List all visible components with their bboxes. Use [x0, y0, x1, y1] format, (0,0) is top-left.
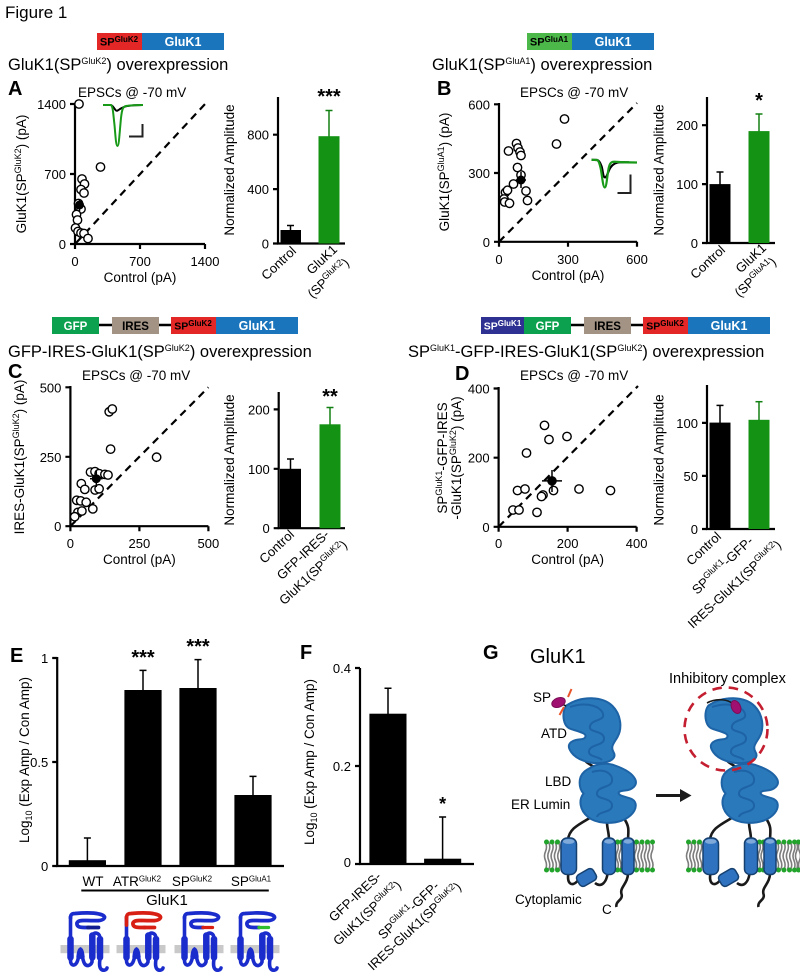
svg-text:GluK1: GluK1	[711, 319, 748, 333]
svg-text:IRES: IRES	[122, 321, 149, 333]
svg-text:1: 1	[41, 651, 48, 666]
svg-text:C: C	[602, 902, 612, 917]
svg-text:400: 400	[468, 382, 490, 397]
svg-text:GluK1: GluK1	[146, 892, 188, 909]
svg-text:***: ***	[317, 86, 341, 108]
svg-text:Control (pA): Control (pA)	[531, 552, 604, 567]
svg-text:GluK1: GluK1	[165, 35, 202, 49]
svg-text:0: 0	[262, 521, 269, 536]
svg-text:0.5: 0.5	[30, 755, 48, 770]
svg-text:0.2: 0.2	[333, 759, 351, 774]
svg-text:50: 50	[684, 469, 698, 484]
svg-text:0: 0	[54, 519, 61, 534]
svg-text:0: 0	[59, 237, 66, 252]
svg-text:LBD: LBD	[545, 774, 572, 789]
svg-text:F: F	[300, 642, 312, 664]
svg-text:Control (pA): Control (pA)	[532, 268, 605, 283]
svg-text:250: 250	[129, 536, 151, 551]
svg-text:Cytoplamic: Cytoplamic	[515, 892, 582, 907]
svg-text:0: 0	[482, 520, 489, 535]
svg-text:500: 500	[40, 380, 62, 395]
svg-text:100: 100	[676, 416, 698, 431]
svg-text:EPSCs @ -70 mV: EPSCs @ -70 mV	[78, 85, 186, 100]
svg-text:1400: 1400	[37, 97, 66, 112]
svg-text:Normalized Amplitude: Normalized Amplitude	[652, 104, 667, 235]
svg-text:700: 700	[129, 254, 151, 269]
svg-text:*: *	[755, 90, 763, 112]
svg-text:EPSCs @ -70 mV: EPSCs @ -70 mV	[82, 368, 190, 383]
svg-text:Normalized Amplitude: Normalized Amplitude	[222, 394, 237, 525]
svg-text:300: 300	[557, 252, 579, 267]
svg-text:GFP: GFP	[64, 321, 88, 333]
svg-text:D: D	[455, 363, 469, 385]
svg-text:500: 500	[198, 536, 220, 551]
svg-text:0: 0	[495, 536, 502, 551]
svg-text:400: 400	[247, 182, 269, 197]
svg-text:EPSCs @ -70 mV: EPSCs @ -70 mV	[520, 85, 628, 100]
svg-text:600: 600	[468, 97, 490, 112]
svg-text:WT: WT	[83, 874, 104, 889]
svg-text:G: G	[483, 642, 499, 664]
svg-text:B: B	[437, 78, 451, 100]
svg-text:Log10 (Exp Amp / Con Amp): Log10 (Exp Amp / Con Amp)	[17, 677, 34, 843]
svg-text:Control (pA): Control (pA)	[104, 270, 177, 285]
svg-text:Normalized Amplitude: Normalized Amplitude	[652, 394, 667, 525]
svg-text:**: **	[322, 386, 338, 408]
svg-text:1400: 1400	[191, 254, 220, 269]
svg-text:100: 100	[248, 462, 270, 477]
svg-text:Normalized Amplitude: Normalized Amplitude	[222, 104, 237, 235]
svg-text:GluK1: GluK1	[239, 319, 276, 333]
svg-text:700: 700	[44, 167, 66, 182]
svg-text:***: ***	[131, 647, 155, 669]
svg-text:0: 0	[262, 237, 269, 252]
svg-text:0: 0	[41, 859, 48, 874]
svg-text:SPGluK1-GFP-IRES: SPGluK1-GFP-IRES	[434, 402, 450, 513]
svg-text:0: 0	[344, 855, 351, 870]
svg-text:GluK1: GluK1	[530, 646, 586, 668]
svg-text:GluK1(SPGluK2) (pA): GluK1(SPGluK2) (pA)	[13, 115, 29, 234]
svg-text:C: C	[8, 361, 22, 383]
svg-text:GluK1(SPGluA1) overexpression: GluK1(SPGluA1) overexpression	[432, 56, 652, 74]
svg-text:SPGluK1-GFP-IRES-GluK1(SPGluK2: SPGluK1-GFP-IRES-GluK1(SPGluK2) overexpr…	[408, 343, 764, 361]
svg-text:GluK1(SPGluK2) overexpression: GluK1(SPGluK2) overexpression	[8, 56, 228, 74]
svg-text:600: 600	[626, 252, 648, 267]
svg-text:100: 100	[676, 177, 698, 192]
svg-text:IRES-GluK1(SPGluK2) (pA): IRES-GluK1(SPGluK2) (pA)	[11, 380, 27, 535]
svg-text:300: 300	[468, 166, 490, 181]
svg-text:Log10 (Exp Amp / Con Amp): Log10 (Exp Amp / Con Amp)	[302, 679, 319, 845]
svg-text:A: A	[8, 78, 22, 100]
svg-text:0: 0	[67, 536, 74, 551]
svg-text:GluK1: GluK1	[595, 35, 632, 49]
svg-text:200: 200	[557, 536, 579, 551]
svg-text:-GluK1(SPGluK2) (pA): -GluK1(SPGluK2) (pA)	[448, 396, 464, 519]
svg-text:200: 200	[676, 118, 698, 133]
svg-text:200: 200	[468, 451, 490, 466]
svg-text:*: *	[439, 794, 446, 814]
svg-text:800: 800	[247, 128, 269, 143]
svg-text:GFP-IRES-GluK1(SPGluK2) overex: GFP-IRES-GluK1(SPGluK2) overexpression	[8, 343, 312, 361]
svg-text:SP: SP	[533, 690, 551, 705]
svg-text:E: E	[10, 645, 23, 667]
svg-text:0: 0	[691, 236, 698, 251]
svg-text:0: 0	[495, 252, 502, 267]
svg-text:Control (pA): Control (pA)	[103, 552, 176, 567]
svg-text:400: 400	[626, 536, 648, 551]
svg-text:ATD: ATD	[541, 726, 567, 741]
svg-text:0: 0	[691, 522, 698, 537]
svg-text:0: 0	[71, 254, 78, 269]
svg-text:0.4: 0.4	[333, 661, 351, 676]
svg-text:IRES: IRES	[594, 321, 621, 333]
svg-text:ER Lumin: ER Lumin	[511, 797, 570, 812]
svg-text:250: 250	[40, 450, 62, 465]
svg-text:EPSCs @ -70 mV: EPSCs @ -70 mV	[520, 368, 628, 383]
svg-text:200: 200	[248, 402, 270, 417]
svg-text:Figure 1: Figure 1	[5, 3, 67, 22]
svg-text:***: ***	[186, 636, 210, 658]
svg-text:0: 0	[483, 235, 490, 250]
svg-text:GFP: GFP	[536, 321, 560, 333]
svg-text:Inhibitory complex: Inhibitory complex	[669, 671, 787, 687]
svg-text:GluK1(SPGluA1) (pA): GluK1(SPGluA1) (pA)	[436, 113, 452, 232]
